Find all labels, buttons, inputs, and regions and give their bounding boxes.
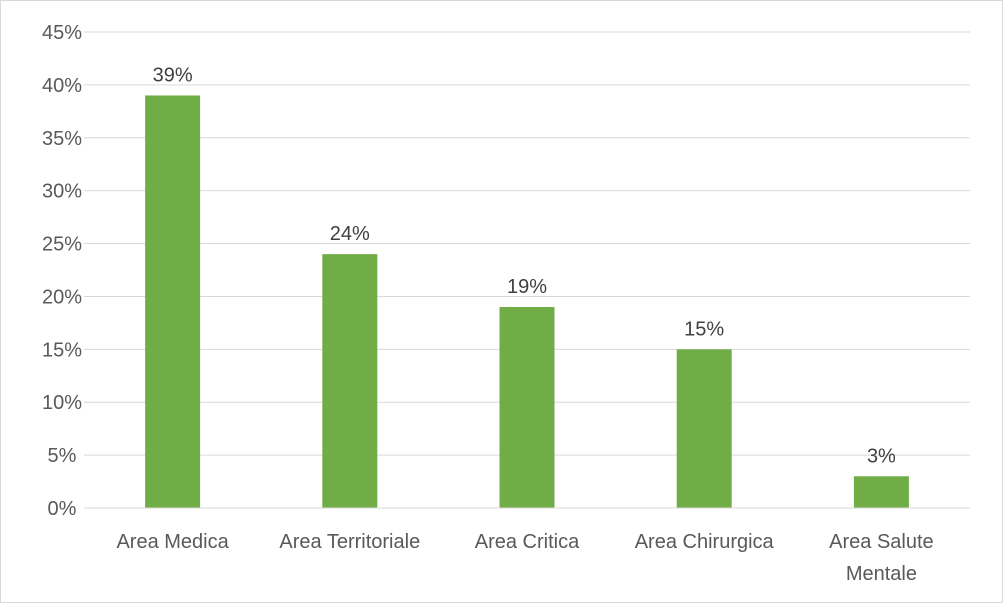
y-tick-label: 40% xyxy=(42,75,82,97)
x-category-label: Area Critica xyxy=(475,531,580,553)
x-category-label: Area Chirurgica xyxy=(635,531,775,553)
x-category-label: Area Territoriale xyxy=(279,531,420,553)
bar xyxy=(676,349,732,508)
y-tick-label: 0% xyxy=(48,498,77,520)
data-label: 19% xyxy=(507,276,547,298)
x-category-label: Area Salute xyxy=(829,531,934,553)
y-tick-label: 15% xyxy=(42,339,82,361)
y-tick-label: 35% xyxy=(42,128,82,150)
bar xyxy=(322,254,378,508)
y-tick-label: 25% xyxy=(42,234,82,256)
bar xyxy=(853,476,909,508)
x-category-label: Mentale xyxy=(846,563,917,585)
bar xyxy=(499,307,555,508)
y-tick-label: 30% xyxy=(42,181,82,203)
y-tick-label: 45% xyxy=(42,22,82,44)
bar xyxy=(145,95,201,508)
y-tick-label: 5% xyxy=(48,445,77,467)
x-category-label: Area Medica xyxy=(116,531,229,553)
y-tick-label: 10% xyxy=(42,392,82,414)
data-label: 39% xyxy=(153,64,193,86)
y-tick-label: 20% xyxy=(42,286,82,308)
data-label: 3% xyxy=(867,445,896,467)
data-label: 24% xyxy=(330,223,370,245)
data-label: 15% xyxy=(684,318,724,340)
